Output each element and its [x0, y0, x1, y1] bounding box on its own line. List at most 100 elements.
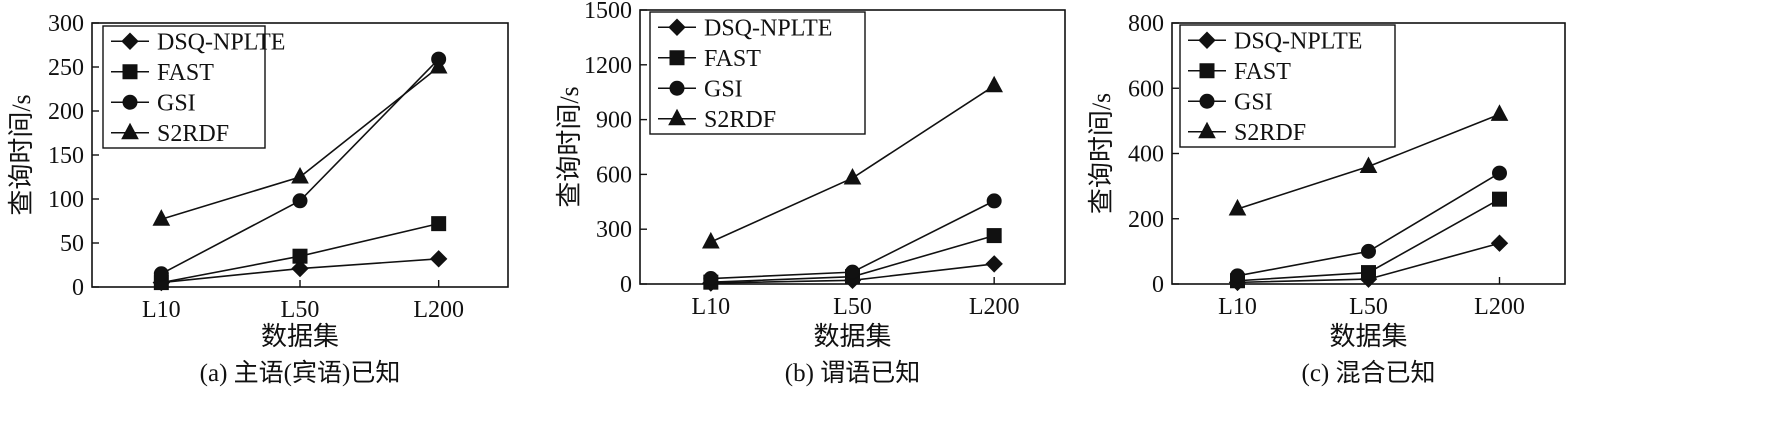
data-point-square [1492, 191, 1507, 207]
chart-3: 0 200 400 600 800 L10 L50 L200 数据集 查询时间/s (c) 混合已知… [1087, 11, 1566, 387]
legend-marker-circle [669, 80, 685, 96]
data-point-circle [1230, 268, 1245, 284]
legend-marker-circle [1199, 93, 1215, 109]
data-point-circle [1361, 243, 1376, 259]
legend-marker-diamond [1198, 31, 1216, 49]
legend-marker-triangle [121, 122, 139, 140]
legend-box [649, 11, 866, 135]
y-tick-label: 400 [1128, 142, 1164, 168]
series-line [1237, 172, 1500, 277]
data-point-triangle [843, 167, 862, 185]
legend-marker-triangle [668, 108, 686, 126]
data-point-triangle [985, 75, 1003, 93]
y-tick-label: 900 [596, 108, 632, 134]
y-tick-label: 800 [1128, 11, 1164, 37]
data-point-square [1361, 265, 1376, 281]
y-tick-label: 200 [1128, 207, 1164, 233]
y-tick-label: 50 [60, 231, 84, 257]
legend-marker-square [1199, 63, 1215, 79]
data-point-circle [845, 264, 860, 280]
legend-label: S2RDF [157, 121, 229, 147]
y-tick-label: 300 [48, 11, 84, 37]
y-tick-label: 150 [48, 143, 84, 169]
data-point-circle [986, 193, 1002, 209]
legend-marker-square [122, 64, 138, 80]
legend-box [1179, 24, 1396, 148]
data-point-triangle [429, 56, 448, 74]
data-point-triangle [1228, 198, 1247, 216]
y-tick-label: 0 [72, 275, 84, 301]
y-tick-label: 300 [596, 217, 632, 243]
legend-marker-triangle [1198, 121, 1216, 139]
x-axis-title: 数据集 [261, 322, 339, 351]
legend-marker-diamond [668, 18, 686, 36]
x-axis-title: 数据集 [1329, 322, 1407, 351]
data-point-triangle [152, 209, 171, 226]
chart-caption: (b) 谓语已知 [785, 359, 920, 387]
x-tick-label: L50 [833, 294, 872, 320]
y-tick-label: 600 [596, 162, 632, 188]
y-axis-title: 查询时间/s [1087, 93, 1116, 214]
series-circle [1230, 165, 1507, 284]
y-tick-label: 100 [48, 187, 84, 213]
legend-marker-square [669, 50, 685, 66]
series-square [703, 228, 1002, 290]
legend: DSQ-NPLTE FAST GSI S2RDF [1179, 24, 1396, 148]
legend-label: FAST [704, 46, 761, 72]
legend: DSQ-NPLTE FAST GSI S2RDF [649, 11, 866, 135]
x-tick-label: L50 [1349, 294, 1388, 320]
x-tick-label: L10 [142, 297, 181, 323]
legend-label: S2RDF [704, 107, 776, 133]
legend-label: GSI [1234, 89, 1273, 115]
x-axis-title: 数据集 [813, 322, 891, 351]
data-point-circle [292, 193, 308, 209]
data-point-diamond [291, 259, 309, 278]
x-tick-label: L200 [969, 294, 1020, 320]
legend-marker-circle [122, 94, 138, 110]
chart-caption: (c) 混合已知 [1302, 359, 1436, 387]
x-tick-label: L10 [691, 294, 730, 320]
x-tick-label: L10 [1218, 294, 1257, 320]
series-triangle [701, 75, 1003, 249]
chart-caption: (a) 主语(宾语)已知 [200, 359, 401, 387]
y-tick-label: 0 [1152, 272, 1164, 298]
legend-label: GSI [704, 76, 743, 102]
y-tick-label: 0 [620, 272, 632, 298]
y-axis-title: 查询时间/s [7, 94, 36, 215]
series-triangle [1228, 104, 1509, 216]
legend-label: FAST [1234, 59, 1291, 85]
y-axis-title: 查询时间/s [555, 86, 584, 207]
data-point-circle [1492, 165, 1507, 181]
series-circle [703, 193, 1002, 287]
data-point-triangle [291, 166, 309, 184]
chart-1: 0 50 100 150 200 250 300 L10 L50 L200 数据集 查询时间/s (a)… [7, 11, 509, 387]
data-point-triangle [1490, 104, 1509, 121]
chart-2: 0 300 600 900 1200 1500 L10 L50 L200 数据集 查询时间/s (b)… [555, 0, 1066, 387]
x-tick-label: L50 [281, 297, 320, 323]
data-point-square [292, 248, 308, 264]
y-tick-label: 250 [48, 55, 84, 81]
x-tick-label: L200 [413, 297, 464, 323]
x-tick-label: L200 [1474, 294, 1525, 320]
legend: DSQ-NPLTE FAST GSI S2RDF [102, 25, 285, 149]
data-point-diamond [429, 250, 448, 268]
y-tick-label: 1500 [584, 0, 632, 24]
data-point-triangle [1359, 156, 1378, 174]
legend-label: S2RDF [1234, 120, 1306, 146]
legend-marker-diamond [121, 32, 139, 50]
legend-label: GSI [157, 90, 196, 116]
data-point-circle [153, 266, 169, 282]
y-tick-label: 600 [1128, 76, 1164, 102]
data-point-square [431, 216, 447, 232]
y-tick-label: 200 [48, 99, 84, 125]
y-tick-label: 1200 [584, 53, 632, 79]
data-point-triangle [701, 231, 720, 249]
legend-label: DSQ-NPLTE [157, 29, 285, 55]
data-point-circle [703, 271, 719, 287]
legend-label: DSQ-NPLTE [704, 15, 832, 41]
data-point-diamond [985, 255, 1003, 273]
legend-label: FAST [157, 60, 214, 86]
legend-label: DSQ-NPLTE [1234, 28, 1362, 54]
data-point-diamond [1490, 234, 1509, 252]
